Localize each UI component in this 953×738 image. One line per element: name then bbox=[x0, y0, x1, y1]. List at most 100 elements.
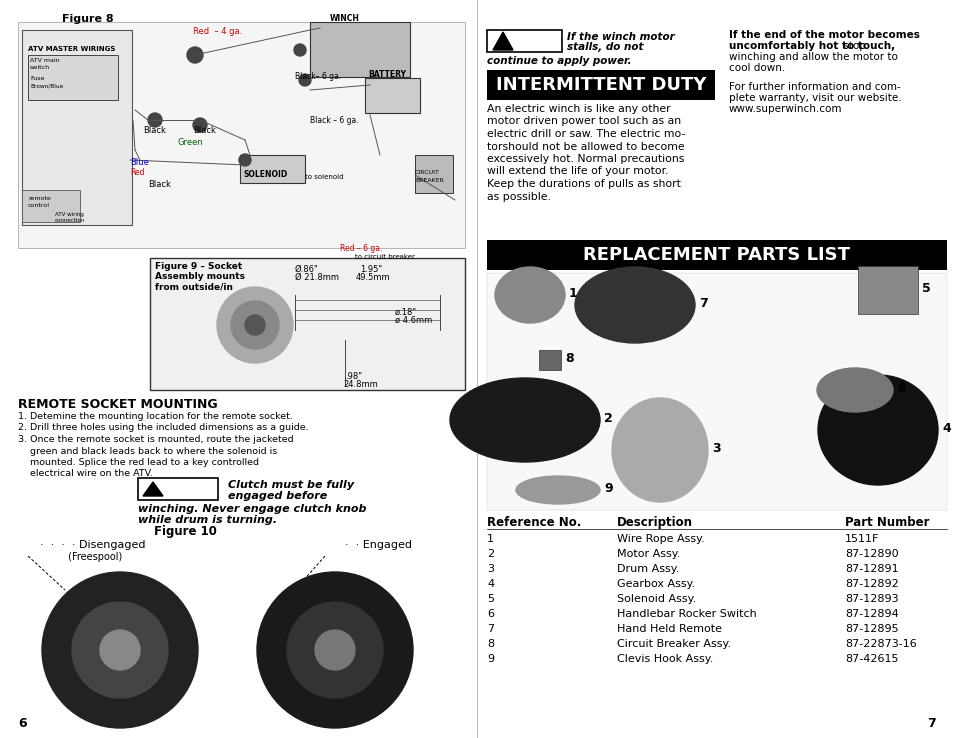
Text: 1.95": 1.95" bbox=[359, 265, 382, 274]
Ellipse shape bbox=[239, 154, 251, 166]
Text: 87-12892: 87-12892 bbox=[844, 579, 898, 589]
Text: Black: Black bbox=[143, 126, 166, 135]
Text: Circuit Breaker Assy.: Circuit Breaker Assy. bbox=[617, 639, 730, 649]
Text: while drum is turning.: while drum is turning. bbox=[138, 515, 276, 525]
Ellipse shape bbox=[187, 47, 203, 63]
Text: Red: Red bbox=[130, 168, 144, 177]
Text: 3: 3 bbox=[711, 442, 720, 455]
Text: ·  ·  ·  · Disengaged: · · · · Disengaged bbox=[40, 540, 146, 550]
Circle shape bbox=[256, 572, 413, 728]
Text: 9: 9 bbox=[486, 654, 494, 664]
Text: 6: 6 bbox=[18, 717, 27, 730]
Text: For further information and com-: For further information and com- bbox=[728, 82, 900, 92]
Text: engaged before: engaged before bbox=[228, 491, 327, 501]
Ellipse shape bbox=[817, 375, 937, 485]
Text: Motor Assy.: Motor Assy. bbox=[617, 549, 679, 559]
Text: switch: switch bbox=[30, 65, 51, 70]
Text: mounted. Splice the red lead to a key controlled: mounted. Splice the red lead to a key co… bbox=[18, 458, 258, 467]
Text: ATV MASTER WIRINGS: ATV MASTER WIRINGS bbox=[28, 46, 115, 52]
Text: connection: connection bbox=[55, 218, 85, 223]
Text: 24.8mm: 24.8mm bbox=[343, 380, 377, 389]
Ellipse shape bbox=[516, 476, 599, 504]
FancyBboxPatch shape bbox=[240, 155, 305, 183]
FancyBboxPatch shape bbox=[538, 350, 560, 370]
Text: ø.18": ø.18" bbox=[395, 308, 416, 317]
Text: control: control bbox=[28, 203, 50, 208]
Text: ø 4.6mm: ø 4.6mm bbox=[395, 316, 432, 325]
Text: ATV main: ATV main bbox=[30, 58, 59, 63]
Text: Black– 6 ga.: Black– 6 ga. bbox=[294, 72, 341, 81]
Text: (Freespool): (Freespool) bbox=[40, 552, 122, 562]
Text: winching. Never engage clutch knob: winching. Never engage clutch knob bbox=[138, 504, 366, 514]
Text: Figure 8: Figure 8 bbox=[62, 14, 113, 24]
FancyBboxPatch shape bbox=[138, 478, 218, 500]
Text: to solenoid: to solenoid bbox=[305, 174, 343, 180]
Text: .98": .98" bbox=[345, 372, 361, 381]
FancyBboxPatch shape bbox=[486, 273, 946, 510]
Text: Clutch must be fully: Clutch must be fully bbox=[228, 480, 354, 490]
Ellipse shape bbox=[816, 368, 892, 412]
FancyBboxPatch shape bbox=[486, 240, 946, 270]
Text: 2: 2 bbox=[486, 549, 494, 559]
Text: 1: 1 bbox=[486, 534, 494, 544]
Text: 8: 8 bbox=[486, 639, 494, 649]
Ellipse shape bbox=[298, 74, 311, 86]
Text: uncomfortably hot to touch,: uncomfortably hot to touch, bbox=[728, 41, 894, 51]
Text: Fuse: Fuse bbox=[30, 76, 45, 81]
FancyBboxPatch shape bbox=[415, 155, 453, 193]
Text: 49.5mm: 49.5mm bbox=[355, 273, 390, 282]
Text: winching and allow the motor to: winching and allow the motor to bbox=[728, 52, 897, 62]
Text: 1: 1 bbox=[568, 287, 578, 300]
Text: Ø.86": Ø.86" bbox=[294, 265, 318, 274]
Circle shape bbox=[42, 572, 198, 728]
Text: An electric winch is like any other: An electric winch is like any other bbox=[486, 104, 670, 114]
FancyBboxPatch shape bbox=[28, 55, 118, 100]
Text: stalls, do not: stalls, do not bbox=[566, 42, 643, 52]
Text: If the winch motor: If the winch motor bbox=[566, 32, 674, 42]
Circle shape bbox=[314, 630, 355, 670]
Ellipse shape bbox=[294, 44, 306, 56]
Ellipse shape bbox=[612, 398, 707, 502]
Text: Brown/Blue: Brown/Blue bbox=[30, 83, 63, 88]
Text: green and black leads back to where the solenoid is: green and black leads back to where the … bbox=[18, 446, 277, 455]
Ellipse shape bbox=[148, 113, 162, 127]
Text: 5: 5 bbox=[486, 594, 494, 604]
Text: 4: 4 bbox=[941, 422, 950, 435]
Polygon shape bbox=[493, 32, 513, 50]
Text: 3: 3 bbox=[486, 564, 494, 574]
FancyBboxPatch shape bbox=[150, 258, 464, 390]
Text: 4: 4 bbox=[486, 579, 494, 589]
FancyBboxPatch shape bbox=[857, 266, 917, 314]
Text: Gearbox Assy.: Gearbox Assy. bbox=[617, 579, 695, 589]
FancyBboxPatch shape bbox=[22, 30, 132, 225]
Text: electric drill or saw. The electric mo-: electric drill or saw. The electric mo- bbox=[486, 129, 684, 139]
Ellipse shape bbox=[495, 267, 564, 323]
Text: 2: 2 bbox=[603, 412, 612, 425]
Text: CIRCUIT: CIRCUIT bbox=[415, 170, 439, 175]
Text: 7: 7 bbox=[486, 624, 494, 634]
Text: Green: Green bbox=[178, 138, 204, 147]
Circle shape bbox=[71, 602, 168, 698]
Text: WINCH: WINCH bbox=[330, 14, 359, 23]
FancyBboxPatch shape bbox=[310, 22, 410, 77]
Text: motor driven power tool such as an: motor driven power tool such as an bbox=[486, 117, 680, 126]
Text: Black: Black bbox=[193, 126, 215, 135]
Ellipse shape bbox=[575, 267, 695, 343]
Text: ATV wiring: ATV wiring bbox=[55, 212, 84, 217]
Text: 9: 9 bbox=[603, 482, 612, 495]
Circle shape bbox=[231, 301, 278, 349]
Text: 6: 6 bbox=[896, 382, 904, 395]
Ellipse shape bbox=[450, 378, 599, 462]
Text: 5: 5 bbox=[921, 282, 930, 295]
Text: Black – 6 ga.: Black – 6 ga. bbox=[310, 116, 358, 125]
Text: REPLACEMENT PARTS LIST: REPLACEMENT PARTS LIST bbox=[583, 246, 850, 264]
Text: remote: remote bbox=[28, 196, 51, 201]
Text: 87-12895: 87-12895 bbox=[844, 624, 898, 634]
Text: 87-12893: 87-12893 bbox=[844, 594, 898, 604]
Text: Ø 21.8mm: Ø 21.8mm bbox=[294, 273, 338, 282]
Text: Wire Rope Assy.: Wire Rope Assy. bbox=[617, 534, 704, 544]
Text: BATTERY: BATTERY bbox=[368, 70, 406, 79]
Text: 2. Drill three holes using the included dimensions as a guide.: 2. Drill three holes using the included … bbox=[18, 424, 309, 432]
Text: as possible.: as possible. bbox=[486, 191, 550, 201]
Text: 87-42615: 87-42615 bbox=[844, 654, 898, 664]
